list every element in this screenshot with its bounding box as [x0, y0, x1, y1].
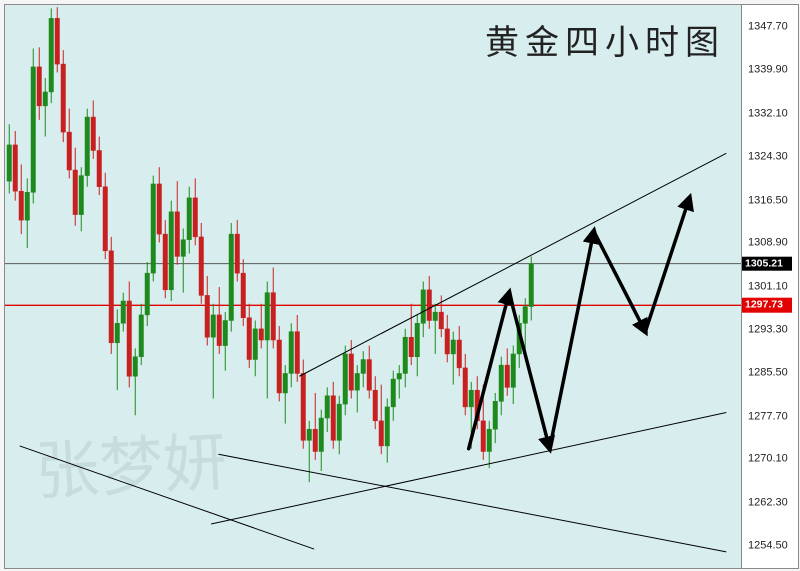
plot-area: 黄金四小时图 张梦妍 — [4, 4, 742, 569]
y-tick-label: 1347.70 — [742, 21, 798, 32]
y-tick-label: 1270.10 — [742, 454, 798, 465]
y-tick-label: 1301.10 — [742, 281, 798, 292]
y-tick-label: 1308.90 — [742, 238, 798, 249]
chart-container: 黄金四小时图 张梦妍 1347.701339.901332.101324.301… — [0, 0, 800, 571]
y-tick-label: 1324.30 — [742, 152, 798, 163]
y-tick-label: 1339.90 — [742, 65, 798, 76]
y-tick-label: 1262.30 — [742, 497, 798, 508]
price-label: 1305.21 — [742, 256, 792, 271]
y-axis: 1347.70 1339.90 1332.10 1324.30 1316.50 1308.… — [742, 4, 799, 569]
chart-title: 黄金四小时图 — [485, 15, 725, 64]
y-tick-label: 1285.50 — [742, 368, 798, 379]
y-tick-label: 1293.30 — [742, 324, 798, 335]
price-label: 1297.73 — [742, 298, 792, 313]
chart-svg — [5, 5, 741, 568]
y-tick-label: 1332.10 — [742, 108, 798, 119]
y-tick-label: 1316.50 — [742, 195, 798, 206]
y-tick-label: 1277.70 — [742, 411, 798, 422]
y-tick-label: 1254.50 — [742, 541, 798, 552]
